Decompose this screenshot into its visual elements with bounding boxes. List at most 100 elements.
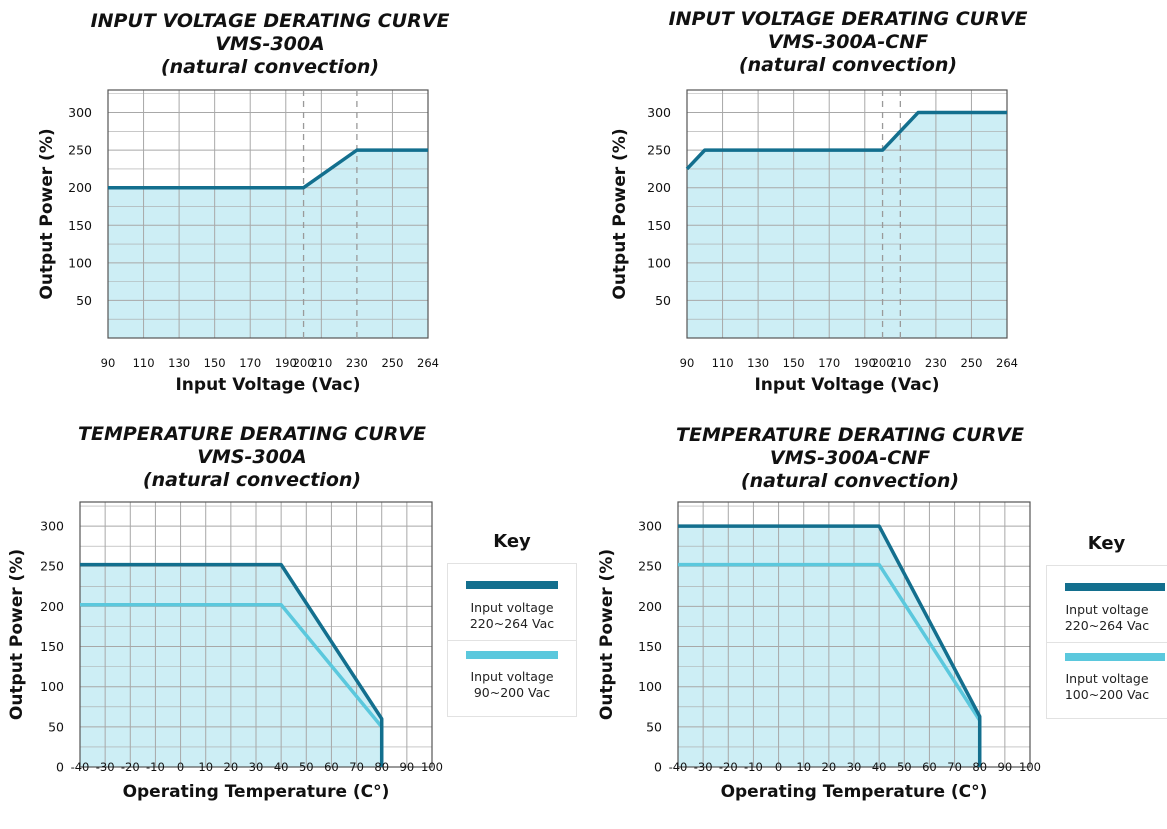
- x-tick-label: 20: [822, 760, 837, 774]
- y-tick-label: 200: [647, 180, 671, 195]
- y-tick-label: 150: [638, 639, 662, 654]
- legend-item-line2: 100~200 Vac: [1064, 687, 1150, 702]
- x-tick-label: -20: [121, 760, 140, 774]
- y-tick-label: 200: [638, 599, 662, 614]
- y-tick-label: 100: [647, 255, 671, 270]
- x-tick-label: 110: [133, 356, 155, 370]
- chart-title: TEMPERATURE DERATING CURVE VMS-300A-CNF …: [650, 424, 1050, 493]
- x-tick-label: 100: [421, 760, 443, 774]
- y-tick-label: 300: [68, 105, 92, 120]
- legend-item-label: Input voltage 220~264 Vac: [448, 600, 576, 632]
- chart-title: INPUT VOLTAGE DERATING CURVE VMS-300A-CN…: [648, 8, 1048, 77]
- series-line: [108, 148, 428, 190]
- x-tick-label: 50: [299, 760, 314, 774]
- y-tick-label: 100: [638, 679, 662, 694]
- series-line: [80, 562, 384, 767]
- y-tick-label: 250: [40, 559, 64, 574]
- x-tick-label: 0: [775, 760, 782, 774]
- x-tick-label: 20: [224, 760, 239, 774]
- y-tick-label: 200: [68, 180, 92, 195]
- chart-title: TEMPERATURE DERATING CURVE VMS-300A (nat…: [52, 423, 452, 492]
- chart-subtitle-condition: (natural convection): [142, 469, 362, 491]
- chart-title-line: INPUT VOLTAGE DERATING CURVE: [668, 8, 1028, 30]
- y-tick-label: 50: [646, 719, 662, 734]
- y-tick-label: 100: [68, 255, 92, 270]
- x-tick-label: 30: [847, 760, 862, 774]
- x-tick-label: 90: [400, 760, 415, 774]
- legend-title: Key: [493, 531, 531, 552]
- x-tick-label: 200: [293, 356, 315, 370]
- y-axis-label: Output Power (%): [597, 549, 617, 720]
- x-tick-label: 250: [381, 356, 403, 370]
- x-tick-label: 264: [996, 356, 1018, 370]
- legend: Key Input voltage 220~264 Vac Input volt…: [447, 528, 577, 718]
- x-tick-label: -20: [719, 760, 738, 774]
- x-tick-label: 130: [168, 356, 190, 370]
- x-tick-label: 40: [274, 760, 289, 774]
- chart-subtitle-model: VMS-300A-CNF: [769, 447, 931, 469]
- x-tick-label: -10: [744, 760, 763, 774]
- y-tick-label: 300: [40, 519, 64, 534]
- y-tick-label: 0: [56, 760, 64, 775]
- x-tick-label: 90: [998, 760, 1013, 774]
- chart-title-line: TEMPERATURE DERATING CURVE: [78, 423, 426, 445]
- y-axis-label: Output Power (%): [610, 128, 630, 299]
- legend-box: Input voltage 220~264 Vac Input voltage …: [447, 563, 577, 717]
- x-tick-label: 200: [872, 356, 894, 370]
- x-tick-label: 150: [783, 356, 805, 370]
- x-tick-label: 60: [922, 760, 937, 774]
- x-tick-label: 264: [417, 356, 439, 370]
- x-tick-label: 40: [872, 760, 887, 774]
- legend-item-line1: Input voltage: [1065, 602, 1149, 617]
- x-tick-label: 100: [1019, 760, 1041, 774]
- y-tick-label: 200: [40, 599, 64, 614]
- x-tick-label: 50: [897, 760, 912, 774]
- legend-divider: [448, 640, 576, 641]
- plot-frame: [686, 89, 1008, 339]
- x-axis-label: Input Voltage (Vac): [754, 375, 939, 395]
- legend: Key Input voltage 220~264 Vac Input volt…: [1046, 530, 1167, 720]
- y-tick-label: 50: [655, 293, 671, 308]
- y-tick-label: 50: [76, 293, 92, 308]
- chart-title: INPUT VOLTAGE DERATING CURVE VMS-300A (n…: [70, 10, 470, 79]
- x-tick-label: 70: [349, 760, 364, 774]
- legend-item-line1: Input voltage: [470, 669, 554, 684]
- x-tick-label: 30: [249, 760, 264, 774]
- y-tick-label: 0: [654, 760, 662, 775]
- legend-item-label: Input voltage 100~200 Vac: [1047, 671, 1167, 703]
- legend-divider: [1047, 642, 1167, 643]
- chart-subtitle-condition: (natural convection): [160, 56, 380, 78]
- x-tick-label: -30: [96, 760, 115, 774]
- chart-subtitle-condition: (natural convection): [738, 54, 958, 76]
- x-tick-label: 90: [101, 356, 116, 370]
- x-tick-label: 70: [947, 760, 962, 774]
- x-tick-label: 210: [310, 356, 332, 370]
- plot-frame: [79, 501, 433, 768]
- x-tick-label: 170: [239, 356, 261, 370]
- y-tick-label: 250: [638, 559, 662, 574]
- legend-item-line2: 90~200 Vac: [473, 685, 551, 700]
- chart-subtitle-model: VMS-300A: [215, 33, 325, 55]
- series-line: [678, 524, 982, 767]
- x-tick-label: 80: [972, 760, 987, 774]
- x-tick-label: 60: [324, 760, 339, 774]
- x-tick-label: 150: [204, 356, 226, 370]
- chart-title-line: INPUT VOLTAGE DERATING CURVE: [90, 10, 450, 32]
- y-tick-label: 150: [647, 218, 671, 233]
- legend-swatch-dark: [466, 581, 558, 589]
- legend-swatch-dark: [1065, 583, 1165, 591]
- temperature-chart-vms-300a: 300 250 200 150 100 50 0 -40 -30 -20 -10 0 10 20 30 40 5…: [7, 501, 443, 802]
- y-tick-label: 150: [68, 218, 92, 233]
- y-tick-label: 150: [40, 639, 64, 654]
- temperature-chart-vms-300a-cnf: 300 250 200 150 100 50 0 -40 -30 -20 -10 0 10 20 30 40 5…: [597, 501, 1041, 802]
- y-tick-label: 300: [638, 519, 662, 534]
- x-tick-label: 250: [960, 356, 982, 370]
- x-axis-label: Operating Temperature (C°): [123, 782, 390, 802]
- x-tick-label: 190: [275, 356, 297, 370]
- legend-item-line1: Input voltage: [1065, 671, 1149, 686]
- legend-item-line2: 220~264 Vac: [469, 616, 555, 631]
- y-tick-label: 250: [647, 143, 671, 158]
- plot-frame: [107, 89, 429, 339]
